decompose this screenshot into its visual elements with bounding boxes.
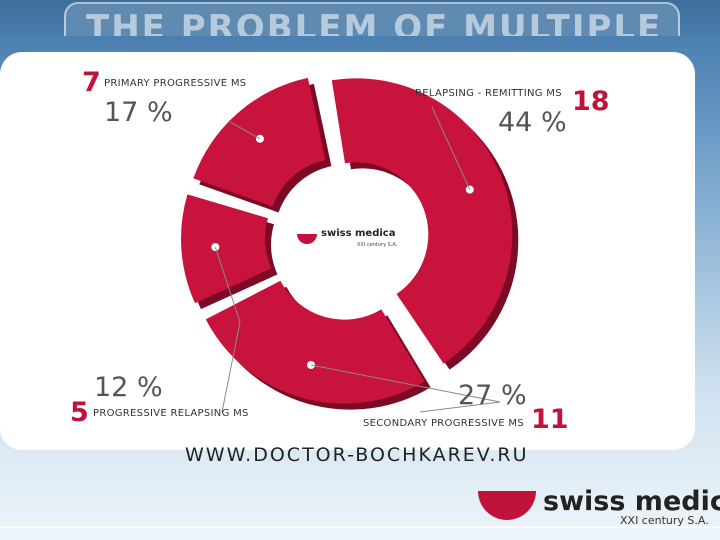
secondary-progressive-count: 11: [531, 404, 569, 435]
primary-progressive-percent: 17 %: [104, 97, 173, 128]
secondary-progressive-percent: 27 %: [458, 380, 527, 411]
progressive-relapsing-label: PROGRESSIVE RELAPSING MS: [93, 408, 249, 419]
secondary-progressive-label: SECONDARY PROGRESSIVE MS: [363, 418, 524, 429]
brand-subtitle: XXI century S.A.: [620, 514, 709, 527]
bottom-line: [0, 526, 720, 528]
center-logo-icon: [297, 234, 317, 244]
progressive-relapsing-slice: [181, 194, 272, 304]
progressive-relapsing-count: 5: [70, 397, 89, 428]
secondary-progressive-slice: [205, 280, 425, 404]
secondary-progressive-leader-line: [310, 364, 501, 413]
relapsing-remitting-label: RELAPSING - REMITTING MS: [415, 88, 562, 99]
primary-progressive-count: 7: [82, 67, 101, 98]
brand-name: swiss medica: [543, 486, 720, 517]
progressive-relapsing-leader-line: [214, 246, 241, 413]
brand-logo-icon: [478, 491, 536, 520]
relapsing-remitting-leader-line: [431, 106, 471, 190]
website-url: WWW.DOCTOR-BOCHKAREV.RU: [185, 444, 529, 466]
relapsing-remitting-percent: 44 %: [498, 107, 567, 138]
relapsing-remitting-count: 18: [572, 86, 610, 117]
primary-progressive-marker: [255, 134, 264, 143]
progressive-relapsing-percent: 12 %: [94, 372, 163, 403]
relapsing-remitting-slice: [331, 78, 513, 364]
chart-panel: swiss medica XXI century S.A. 7 PRIMARY P…: [0, 52, 695, 450]
primary-progressive-leader-line: [229, 121, 261, 140]
center-logo: swiss medica XXI century S.A.: [297, 228, 398, 248]
primary-progressive-label: PRIMARY PROGRESSIVE MS: [104, 78, 247, 89]
donut-chart: swiss medica XXI century S.A.: [181, 77, 519, 413]
center-logo-name: swiss medica: [321, 228, 395, 239]
center-logo-subtitle: XXI century S.A.: [357, 242, 398, 248]
